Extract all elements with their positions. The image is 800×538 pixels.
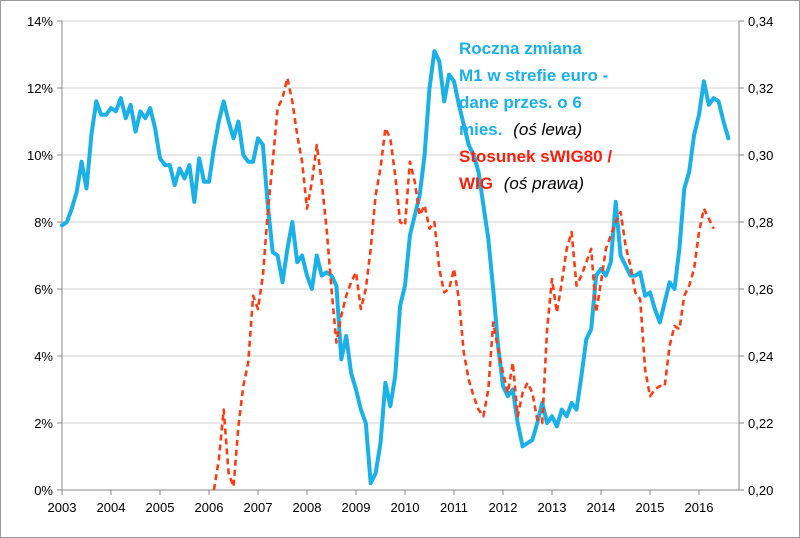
legend-m1-line-1: Roczna zmiana [459, 39, 582, 58]
left-y-tick-label: 12% [27, 81, 53, 96]
x-tick-label: 2012 [489, 500, 518, 515]
series-line-m1-change [60, 49, 731, 486]
right-y-tick-label: 0,32 [748, 81, 773, 96]
legend-entry-swig80: Stosunek sWIG80 / WIG (oś prawa) [459, 147, 617, 193]
legend-entry-m1: Roczna zmiana M1 w strefie euro - dane p… [459, 39, 613, 139]
legend-swig-line-1: Stosunek sWIG80 / [459, 147, 612, 166]
legend-m1-line-2: M1 w strefie euro - [459, 66, 608, 85]
right-y-tick-label: 0,28 [748, 215, 773, 230]
x-tick-label: 2003 [48, 500, 77, 515]
right-y-tick-labels: 0,20 0,22 0,24 0,26 0,28 0,30 0,32 0,34 [748, 14, 773, 498]
x-tick-labels: 2003 2004 2005 2006 2007 2008 2009 2010 2011 2012… [48, 500, 714, 515]
axes [57, 20, 744, 495]
x-tick-label: 2005 [146, 500, 175, 515]
legend-m1-line-3: dane przes. o 6 [459, 93, 582, 112]
legend: Roczna zmiana M1 w strefie euro - dane p… [459, 39, 617, 193]
x-tick-label: 2014 [587, 500, 616, 515]
legend-m1-axis-note: (oś lewa) [513, 120, 582, 139]
x-tick-label: 2013 [538, 500, 567, 515]
legend-swig-axis-note: (oś prawa) [504, 174, 584, 193]
x-tick-label: 2009 [342, 500, 371, 515]
x-tick-label: 2015 [636, 500, 665, 515]
gridlines [62, 20, 739, 424]
left-y-tick-label: 0% [34, 483, 53, 498]
right-y-tick-label: 0,26 [748, 282, 773, 297]
x-tick-label: 2007 [244, 500, 273, 515]
x-tick-label: 2016 [685, 500, 714, 515]
right-y-tick-label: 0,20 [748, 483, 773, 498]
x-tick-label: 2011 [440, 500, 468, 515]
left-y-tick-label: 10% [27, 148, 53, 163]
right-y-tick-label: 0,34 [748, 14, 773, 29]
right-y-tick-label: 0,24 [748, 349, 773, 364]
left-y-tick-labels: 0% 2% 4% 6% 8% 10% 12% 14% [27, 14, 53, 498]
left-y-tick-label: 14% [27, 14, 53, 29]
left-y-tick-label: 8% [34, 215, 53, 230]
series-lines [60, 49, 731, 491]
legend-m1-line-4: mies. [459, 120, 502, 139]
x-tick-label: 2006 [195, 500, 224, 515]
left-y-tick-label: 2% [34, 416, 53, 431]
right-y-tick-label: 0,22 [748, 416, 773, 431]
left-y-tick-label: 6% [34, 282, 53, 297]
left-y-tick-label: 4% [34, 349, 53, 364]
x-tick-label: 2010 [391, 500, 420, 515]
series-line-swig80-wig-ratio [212, 76, 715, 491]
x-tick-label: 2004 [97, 500, 126, 515]
legend-swig-line-2: WIG [459, 174, 493, 193]
x-tick-label: 2008 [293, 500, 322, 515]
right-y-tick-label: 0,30 [748, 148, 773, 163]
